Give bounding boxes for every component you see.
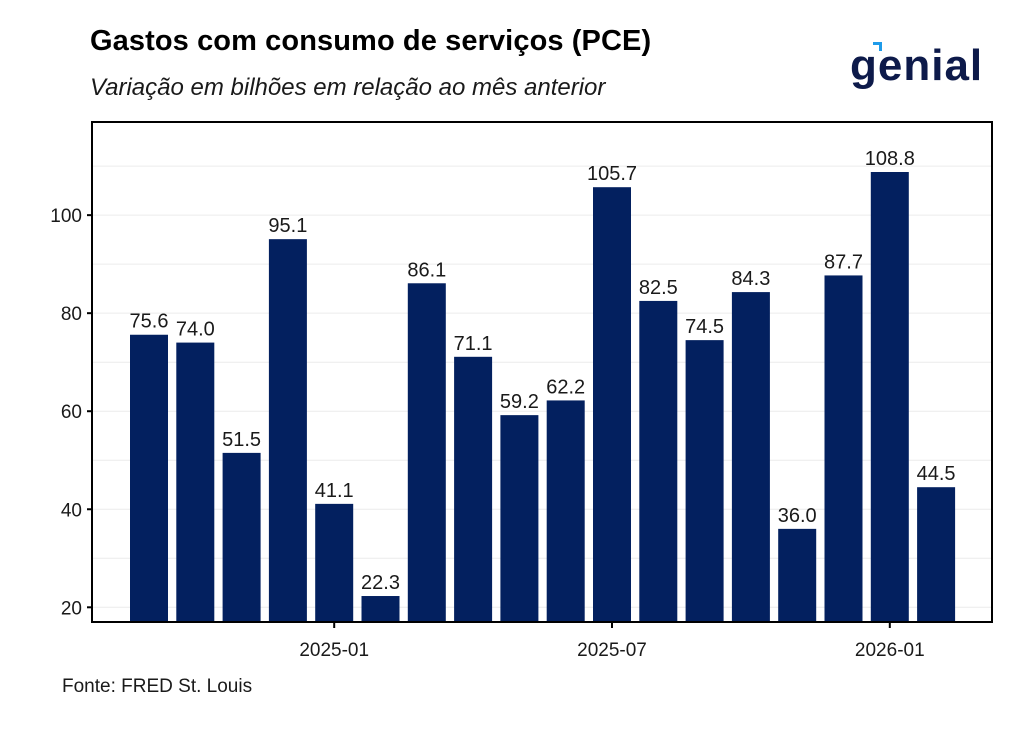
bar-data-label: 108.8 [865, 148, 915, 170]
bar [268, 239, 307, 622]
bar [454, 356, 493, 622]
bar-data-label: 105.7 [587, 163, 637, 185]
bar [222, 452, 261, 622]
logo-text: genial [850, 41, 983, 90]
y-tick-label: 80 [61, 304, 82, 325]
bar-data-label: 51.5 [222, 429, 261, 451]
bar [546, 400, 585, 622]
bar [917, 487, 956, 622]
bar-data-label: 41.1 [315, 480, 354, 502]
y-tick-label: 40 [61, 500, 82, 521]
chart-title: Gastos com consumo de serviços (PCE) [90, 25, 652, 57]
bar [176, 342, 215, 622]
bar-data-label: 74.5 [685, 316, 724, 338]
bar-data-label: 36.0 [778, 505, 817, 527]
x-tick-label: 2025-01 [299, 640, 369, 661]
bar-data-label: 87.7 [824, 251, 863, 273]
bar-data-label: 84.3 [731, 268, 770, 290]
bar-data-label: 75.6 [130, 311, 169, 333]
bar [824, 275, 863, 622]
genial-logo: genial [850, 41, 983, 90]
bar [685, 340, 724, 622]
bar-data-label: 95.1 [268, 215, 307, 237]
bar [870, 172, 909, 622]
plot-border [91, 121, 993, 623]
logo-accent-icon [873, 42, 882, 51]
bar [639, 300, 678, 622]
bar [315, 503, 354, 622]
x-tick-label: 2026-01 [855, 640, 925, 661]
chart-subtitle: Variação em bilhões em relação ao mês an… [90, 74, 606, 101]
bar [130, 334, 168, 622]
bar [407, 283, 446, 622]
y-tick-label: 60 [61, 402, 82, 423]
bar [731, 292, 770, 622]
bar [593, 187, 631, 622]
bar-data-label: 71.1 [454, 333, 493, 355]
bar [778, 528, 817, 622]
y-tick-label: 100 [50, 206, 82, 227]
source-caption: Fonte: FRED St. Louis [62, 676, 253, 697]
bar [500, 415, 539, 622]
x-axis: 2025-01 2025-07 2026-01 [299, 622, 925, 661]
bar-data-label: 59.2 [500, 391, 539, 413]
bar-data-label: 22.3 [361, 572, 400, 594]
bar-data-label: 62.2 [546, 376, 585, 398]
y-tick-label: 20 [61, 598, 82, 619]
y-axis: 20 40 60 80 100 [50, 206, 92, 619]
x-tick-label: 2025-07 [577, 640, 647, 661]
bar-data-label: 82.5 [639, 277, 678, 299]
bars [130, 172, 956, 622]
bar [361, 596, 400, 622]
bar-labels: 75.6 74.0 51.5 95.1 41.1 22.3 86.1 71.1 59.2 62.2… [130, 148, 956, 594]
bar-data-label: 74.0 [176, 319, 215, 341]
bar-data-label: 44.5 [917, 463, 956, 485]
bar-data-label: 86.1 [407, 259, 446, 281]
